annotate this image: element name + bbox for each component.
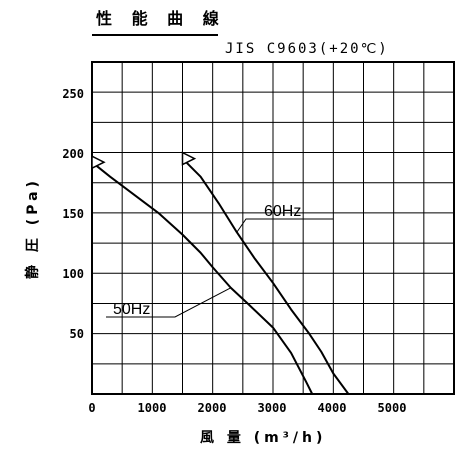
- x-tick-label: 1000: [138, 401, 167, 415]
- grid: [92, 62, 454, 394]
- y-tick-label: 150: [62, 207, 84, 221]
- series-label-leader: [106, 287, 231, 318]
- x-tick-label: 3000: [258, 401, 287, 415]
- plot-frame: [91, 61, 455, 395]
- x-tick-label: 0: [88, 401, 95, 415]
- x-tick-label: 2000: [198, 401, 227, 415]
- x-tick-label: 5000: [378, 401, 407, 415]
- series-start-marker: [181, 151, 197, 166]
- x-tick-label: 4000: [318, 401, 347, 415]
- series-layer: 60Hz 50Hz: [91, 151, 350, 395]
- series-line-60hz: [181, 157, 350, 395]
- x-axis-label: 風 量 (m³/h): [200, 430, 326, 446]
- series-label-leader: [236, 218, 333, 233]
- series-start-marker: [91, 154, 106, 170]
- y-tick-labels: 50 100 150 200 250: [62, 87, 84, 341]
- y-axis-label: 静 圧 (Pa): [24, 177, 41, 279]
- y-tick-label: 50: [70, 327, 84, 341]
- chart-title: 性 能 曲 線: [96, 9, 226, 28]
- chart-subtitle: JIS C9603(+20℃): [225, 41, 389, 57]
- series-label-60hz: 60Hz: [264, 203, 301, 220]
- series-line-50hz: [91, 161, 314, 395]
- x-tick-labels: 0 1000 2000 3000 4000 5000: [88, 401, 406, 415]
- y-tick-label: 100: [62, 267, 84, 281]
- y-tick-label: 200: [62, 147, 84, 161]
- series-label-50hz: 50Hz: [113, 301, 150, 318]
- y-tick-label: 250: [62, 87, 84, 101]
